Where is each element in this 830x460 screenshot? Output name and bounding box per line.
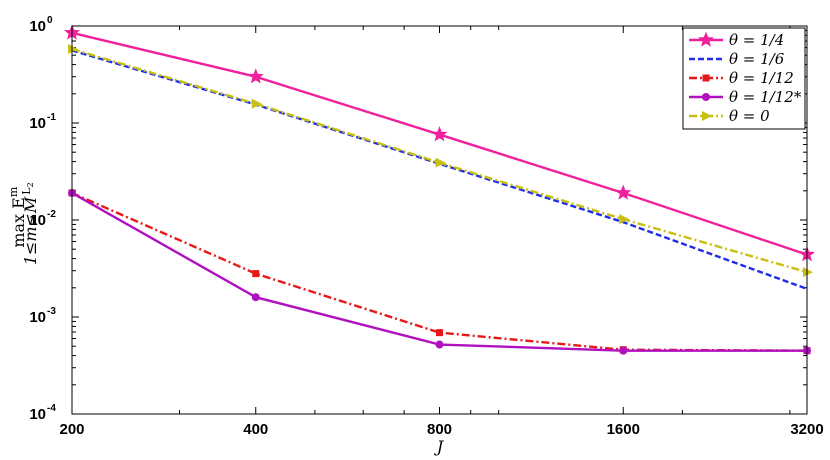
x-axis-title: J (434, 437, 445, 456)
data-point (247, 68, 264, 84)
data-point (436, 329, 443, 337)
data-point (68, 43, 78, 54)
data-point (619, 346, 628, 355)
data-point (435, 340, 444, 349)
x-tick-label: 400 (243, 421, 268, 438)
y-axis-title-superscript: m (7, 186, 20, 197)
data-point (252, 270, 260, 278)
y-axis-title-subsubscript: 2 (26, 182, 35, 187)
x-tick-label: 800 (427, 421, 452, 438)
legend-swatch-marker (702, 93, 710, 101)
data-point (251, 98, 262, 109)
y-axis-title: max EmL2 (7, 182, 35, 247)
y-tick-label: 10 (29, 406, 46, 423)
y-tick-label-exponent: -4 (47, 403, 56, 414)
data-point (619, 214, 630, 225)
x-tick-label: 1600 (607, 421, 640, 438)
series-4 (68, 188, 811, 355)
y-tick-label-exponent: -3 (47, 306, 56, 317)
y-tick-label: 10 (29, 309, 46, 326)
y-tick-label: 10 (29, 115, 46, 132)
legend: θ = 1/4θ = 1/6θ = 1/12θ = 1/12*θ = 0 (682, 27, 806, 130)
series-5 (68, 43, 813, 278)
data-point (615, 184, 632, 200)
y-tick-label: 10 (29, 212, 46, 229)
data-point (431, 126, 448, 142)
y-tick-label-exponent: -2 (47, 209, 56, 220)
legend-entry-label: θ = 1/12* (729, 88, 802, 106)
legend-entry-label: θ = 1/6 (729, 50, 785, 68)
series-3 (68, 189, 811, 355)
legend-swatch-marker (702, 74, 710, 82)
y-axis-title-subscript: L (20, 187, 33, 195)
y-axis-title-main: max E (9, 197, 28, 248)
y-tick-label: 10 (29, 18, 46, 35)
series-layer (64, 24, 815, 355)
legend-entry-label: θ = 0 (729, 107, 770, 125)
plot-area-frame (71, 25, 808, 415)
y-tick-label-exponent: -1 (47, 112, 56, 123)
series-line (71, 191, 808, 352)
x-tick-label: 3200 (790, 421, 823, 438)
data-point (803, 267, 813, 278)
legend-entry-label: θ = 1/4 (729, 31, 784, 49)
y-axis-label: max EmL2 1≤m≤M (7, 182, 40, 265)
x-tick-label: 200 (59, 421, 84, 438)
x-axis-label: J (434, 437, 445, 456)
legend-entry-label: θ = 1/12 (729, 69, 794, 87)
data-point (435, 157, 446, 168)
legend-swatch-marker (698, 31, 714, 47)
y-axis-title-range: 1≤m≤M (21, 196, 40, 265)
y-tick-label-exponent: 0 (47, 15, 53, 26)
data-point (251, 293, 260, 302)
legend-swatch-marker (702, 111, 712, 121)
